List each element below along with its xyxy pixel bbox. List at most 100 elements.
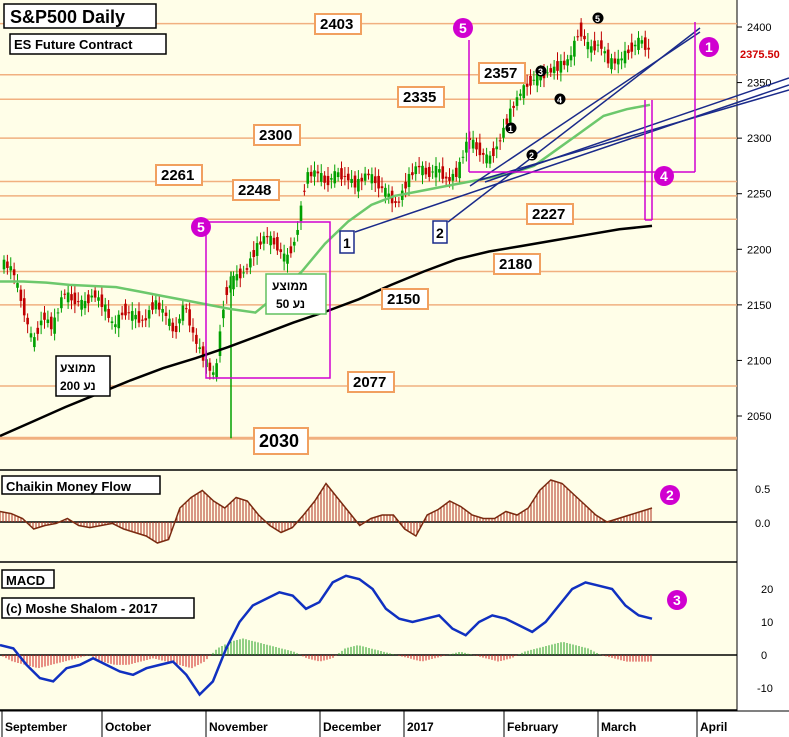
candle-body-2: [9, 266, 13, 271]
candle-body-177: [600, 40, 603, 49]
panel-num-3-circle: [667, 590, 687, 610]
level-box-2227: [526, 203, 574, 225]
candle-body-152: [515, 97, 519, 106]
candle-body-46: [157, 302, 161, 310]
candle-body-99: [336, 172, 340, 178]
candle-body-106: [360, 177, 364, 182]
cmf-tick-0.0: 0.0: [755, 518, 770, 530]
title-box: [3, 3, 157, 29]
candle-body-22: [76, 301, 80, 303]
candle-body-40: [137, 311, 141, 323]
trend-box-label-0: 1: [343, 235, 351, 251]
candle-body-87: [296, 229, 299, 235]
candle-body-97: [330, 178, 333, 180]
cmf-title-box: [1, 475, 161, 495]
candle-body-110: [373, 176, 377, 184]
macd-tick-0: 0: [761, 650, 767, 662]
trendline-4: [484, 77, 789, 183]
candle-body-186: [630, 42, 634, 52]
macd-histogram: [2, 638, 652, 669]
candle-body-57: [195, 334, 198, 344]
candle-body-151: [512, 105, 515, 108]
candle-body-147: [498, 140, 502, 142]
candle-body-95: [323, 175, 326, 183]
candle-body-7: [26, 317, 29, 325]
candle-body-79: [269, 235, 272, 246]
candle-body-30: [103, 304, 107, 312]
level-box-2077: [347, 371, 395, 393]
candle-body-140: [475, 142, 478, 150]
candle-body-29: [100, 294, 104, 308]
wave-dot-text-2: 3: [538, 67, 543, 77]
candle-body-156: [529, 75, 532, 86]
candle-body-185: [627, 49, 630, 54]
wave-dot-text-4: 5: [595, 14, 600, 24]
candle-body-24: [83, 301, 87, 309]
candle-body-104: [353, 175, 357, 188]
candle-body-111: [377, 175, 380, 189]
candle-body-86: [292, 241, 296, 246]
candle-body-39: [134, 314, 137, 320]
level-box-2261: [155, 164, 203, 186]
candle-body-80: [272, 237, 276, 245]
level-label-2300: 2300: [259, 127, 292, 144]
candle-body-53: [181, 305, 185, 321]
x-label-1: October: [105, 720, 151, 734]
candle-body-119: [404, 181, 407, 189]
candle-body-175: [593, 40, 596, 51]
candle-body-100: [340, 168, 343, 180]
candle-body-77: [262, 236, 266, 244]
candle-body-171: [579, 22, 583, 37]
panel-num-4-circle: [654, 166, 674, 186]
candle-body-162: [549, 68, 553, 73]
candle-body-10: [36, 327, 40, 334]
candle-body-122: [414, 166, 418, 175]
candle-body-17: [60, 297, 63, 309]
macd-copyright-box: [1, 597, 195, 619]
candle-body-157: [532, 79, 536, 81]
candle-body-96: [326, 175, 330, 186]
candle-body-149: [505, 118, 509, 125]
candle-body-98: [333, 171, 337, 184]
candle-body-139: [471, 139, 475, 149]
candle-body-178: [603, 51, 607, 54]
level-box-2357: [478, 62, 526, 84]
candle-body-103: [350, 178, 353, 183]
y-tick-label-2050: 2050: [747, 411, 771, 423]
macd-copyright: (c) Moshe Shalom - 2017: [6, 601, 158, 616]
candle-body-67: [228, 285, 232, 289]
candle-body-180: [610, 58, 613, 70]
candle-body-43: [147, 310, 151, 319]
level-label-2261: 2261: [161, 167, 194, 184]
wave-5-left-circle: [191, 217, 211, 237]
candle-body-107: [363, 173, 367, 181]
candle-body-31: [107, 308, 110, 318]
x-label-4: 2017: [407, 720, 434, 734]
candle-body-58: [198, 347, 202, 349]
wave-5-left-text: 5: [197, 219, 205, 235]
candle-body-9: [33, 337, 36, 348]
candle-body-117: [397, 201, 401, 203]
candle-body-88: [299, 205, 303, 222]
candle-body-3: [12, 269, 16, 276]
wave-5-top-text: 5: [459, 20, 467, 36]
chart-title: S&P500 Daily: [10, 7, 125, 27]
candle-body-170: [576, 36, 580, 38]
candle-body-72: [245, 268, 249, 270]
candle-body-19: [66, 292, 70, 303]
candle-body-71: [242, 272, 245, 274]
candle-body-61: [208, 362, 212, 371]
wave-dot-1: [526, 149, 538, 161]
panel-num-2-text: 2: [666, 487, 674, 503]
candle-body-89: [303, 190, 306, 192]
candle-body-137: [465, 141, 468, 153]
candle-body-142: [481, 152, 485, 155]
level-box-2150: [381, 288, 429, 310]
candle-body-155: [525, 83, 529, 87]
candle-body-66: [225, 287, 229, 295]
candle-body-158: [535, 73, 539, 86]
candle-body-131: [444, 176, 448, 179]
subtitle-box: [9, 33, 167, 55]
trendlines: [354, 27, 789, 233]
candle-body-129: [438, 169, 441, 173]
